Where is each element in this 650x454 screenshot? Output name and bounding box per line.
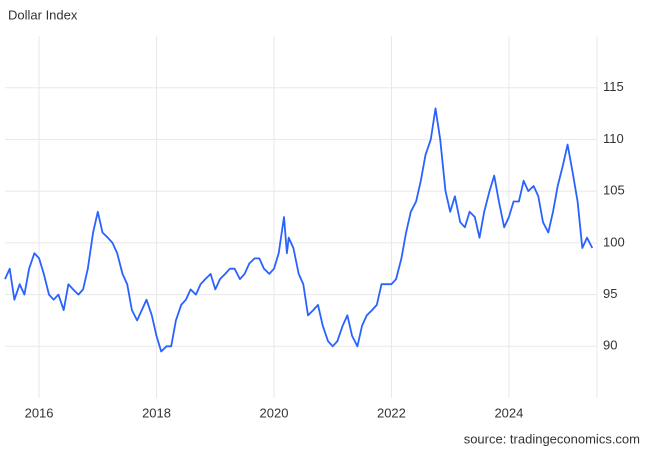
- chart-title: Dollar Index: [8, 7, 78, 22]
- data-line: [4, 107, 594, 353]
- y-tick-label: 90: [603, 338, 617, 353]
- x-tick-label: 2022: [377, 405, 406, 420]
- x-tick-label: 2024: [494, 405, 523, 420]
- y-tick-label: 100: [603, 234, 625, 249]
- source-note: source: tradingeconomics.com: [464, 431, 640, 446]
- x-tick-label: 2016: [25, 405, 54, 420]
- x-tick-label: 2018: [142, 405, 171, 420]
- y-tick-label: 95: [603, 286, 617, 301]
- y-tick-label: 105: [603, 183, 625, 198]
- y-tick-label: 115: [603, 79, 624, 94]
- y-tick-label: 110: [603, 131, 624, 146]
- x-tick-label: 2020: [260, 405, 289, 420]
